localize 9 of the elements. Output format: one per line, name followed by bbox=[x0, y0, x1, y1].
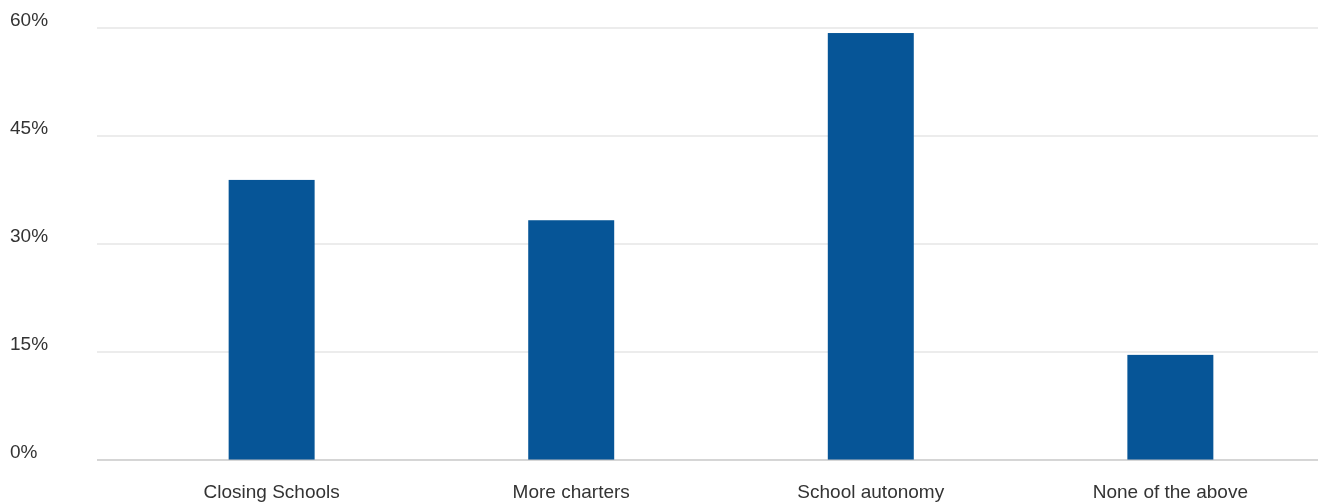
y-tick-label: 0% bbox=[10, 441, 38, 463]
y-tick-label: 30% bbox=[10, 225, 49, 247]
x-tick-label: School autonomy bbox=[797, 481, 945, 502]
x-tick-label: None of the above bbox=[1092, 481, 1249, 502]
x-tick-label: Closing Schools bbox=[203, 481, 340, 502]
y-tick-label: 45% bbox=[10, 117, 49, 139]
x-tick-label: More charters bbox=[512, 481, 630, 502]
y-tick-label: 60% bbox=[10, 9, 49, 31]
y-tick-label: 15% bbox=[10, 333, 49, 355]
